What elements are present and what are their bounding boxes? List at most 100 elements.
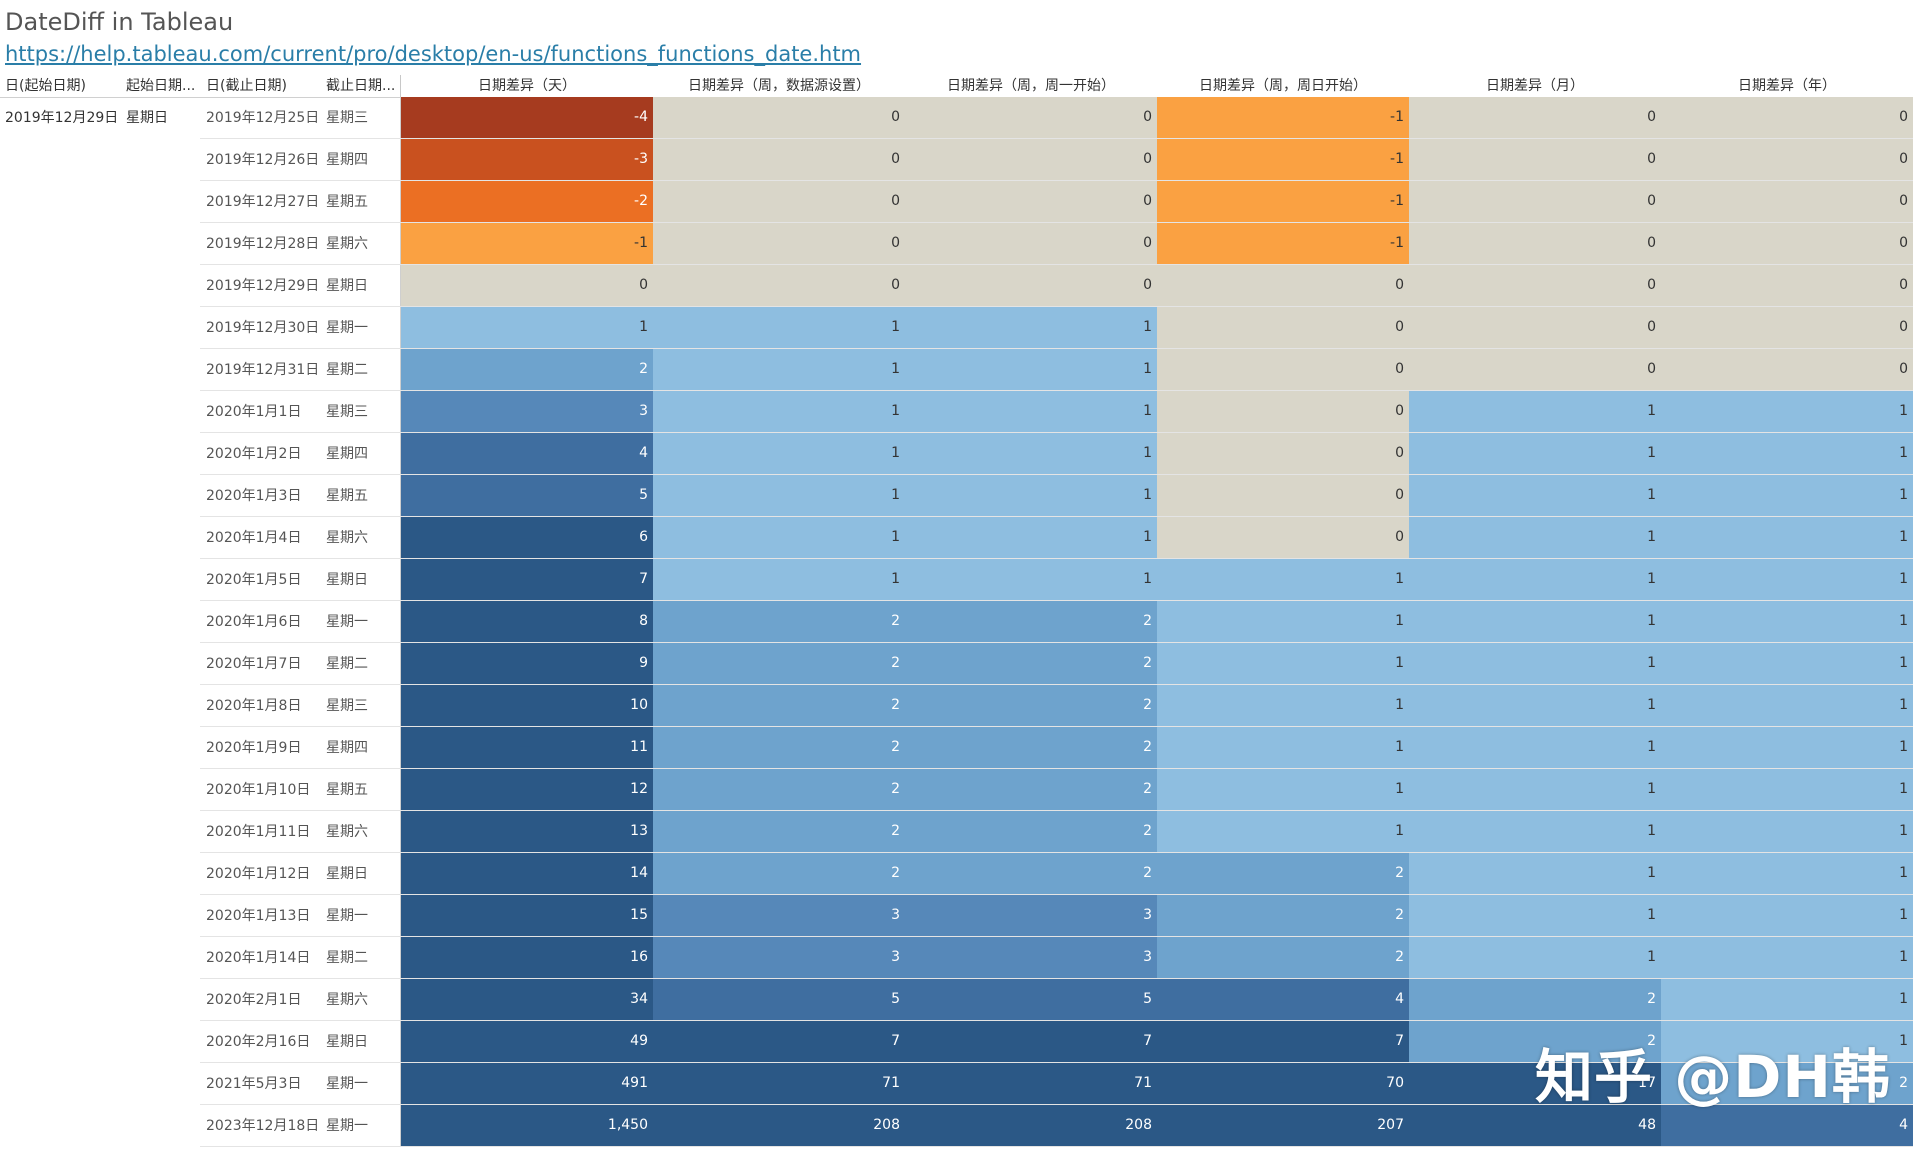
- value-cell-weeks-monday[interactable]: 0: [905, 181, 1157, 222]
- value-cell-weeks-datasource[interactable]: 5: [653, 979, 905, 1020]
- value-cell-weeks-sunday[interactable]: 1: [1157, 643, 1409, 684]
- value-cell-years[interactable]: 0: [1661, 223, 1913, 264]
- end-dow-cell[interactable]: 星期日: [326, 278, 368, 294]
- value-cell-weeks-monday[interactable]: 71: [905, 1063, 1157, 1104]
- value-cell-weeks-sunday[interactable]: 1: [1157, 559, 1409, 600]
- end-date-cell[interactable]: 2020年1月9日: [206, 740, 302, 756]
- end-date-cell[interactable]: 2020年1月4日: [206, 530, 302, 546]
- value-cell-years[interactable]: 1: [1661, 391, 1913, 432]
- end-date-cell[interactable]: 2020年1月1日: [206, 404, 302, 420]
- value-cell-weeks-monday[interactable]: 1: [905, 475, 1157, 516]
- value-cell-weeks-sunday[interactable]: 1: [1157, 685, 1409, 726]
- end-date-cell[interactable]: 2020年1月2日: [206, 446, 302, 462]
- value-cell-years[interactable]: 1: [1661, 895, 1913, 936]
- value-cell-days[interactable]: 10: [401, 685, 653, 726]
- value-cell-months[interactable]: 0: [1409, 139, 1661, 180]
- value-cell-weeks-monday[interactable]: 1: [905, 559, 1157, 600]
- value-cell-days[interactable]: 9: [401, 643, 653, 684]
- value-cell-weeks-datasource[interactable]: 1: [653, 517, 905, 558]
- value-cell-days[interactable]: 7: [401, 559, 653, 600]
- value-cell-weeks-datasource[interactable]: 208: [653, 1105, 905, 1146]
- header-days[interactable]: 日期差异（天）: [478, 78, 576, 94]
- value-cell-days[interactable]: 4: [401, 433, 653, 474]
- value-cell-weeks-datasource[interactable]: 1: [653, 349, 905, 390]
- end-date-cell[interactable]: 2020年1月7日: [206, 656, 302, 672]
- value-cell-weeks-monday[interactable]: 2: [905, 769, 1157, 810]
- value-cell-months[interactable]: 1: [1409, 769, 1661, 810]
- value-cell-weeks-datasource[interactable]: 1: [653, 433, 905, 474]
- value-cell-days[interactable]: -2: [401, 181, 653, 222]
- end-dow-cell[interactable]: 星期三: [326, 698, 368, 714]
- end-dow-cell[interactable]: 星期一: [326, 320, 368, 336]
- end-dow-cell[interactable]: 星期一: [326, 1076, 368, 1092]
- value-cell-weeks-monday[interactable]: 7: [905, 1021, 1157, 1062]
- value-cell-years[interactable]: 1: [1661, 517, 1913, 558]
- end-date-cell[interactable]: 2020年1月13日: [206, 908, 311, 924]
- value-cell-years[interactable]: 0: [1661, 97, 1913, 138]
- value-cell-days[interactable]: -3: [401, 139, 653, 180]
- end-date-cell[interactable]: 2020年1月5日: [206, 572, 302, 588]
- value-cell-months[interactable]: 0: [1409, 223, 1661, 264]
- value-cell-weeks-datasource[interactable]: 2: [653, 853, 905, 894]
- end-date-cell[interactable]: 2020年2月1日: [206, 992, 302, 1008]
- value-cell-weeks-sunday[interactable]: 2: [1157, 853, 1409, 894]
- value-cell-months[interactable]: 2: [1409, 979, 1661, 1020]
- value-cell-years[interactable]: 0: [1661, 349, 1913, 390]
- header-weeks-datasource[interactable]: 日期差异（周，数据源设置）: [688, 78, 870, 94]
- value-cell-weeks-sunday[interactable]: 4: [1157, 979, 1409, 1020]
- value-cell-days[interactable]: 49: [401, 1021, 653, 1062]
- end-date-cell[interactable]: 2020年1月14日: [206, 950, 311, 966]
- value-cell-weeks-datasource[interactable]: 1: [653, 391, 905, 432]
- value-cell-weeks-sunday[interactable]: 7: [1157, 1021, 1409, 1062]
- value-cell-months[interactable]: 1: [1409, 475, 1661, 516]
- end-date-cell[interactable]: 2020年1月11日: [206, 824, 311, 840]
- value-cell-years[interactable]: 4: [1661, 1105, 1913, 1146]
- value-cell-days[interactable]: -4: [401, 97, 653, 138]
- value-cell-weeks-monday[interactable]: 1: [905, 391, 1157, 432]
- value-cell-weeks-monday[interactable]: 2: [905, 811, 1157, 852]
- value-cell-months[interactable]: 0: [1409, 97, 1661, 138]
- value-cell-weeks-datasource[interactable]: 0: [653, 139, 905, 180]
- header-start-dow[interactable]: 起始日期...: [126, 78, 196, 94]
- value-cell-weeks-sunday[interactable]: 1: [1157, 811, 1409, 852]
- header-weeks-sunday[interactable]: 日期差异（周，周日开始）: [1199, 78, 1367, 94]
- end-dow-cell[interactable]: 星期二: [326, 950, 368, 966]
- value-cell-weeks-sunday[interactable]: -1: [1157, 139, 1409, 180]
- value-cell-months[interactable]: 1: [1409, 853, 1661, 894]
- value-cell-days[interactable]: 491: [401, 1063, 653, 1104]
- value-cell-weeks-sunday[interactable]: 207: [1157, 1105, 1409, 1146]
- value-cell-days[interactable]: 13: [401, 811, 653, 852]
- value-cell-days[interactable]: 34: [401, 979, 653, 1020]
- value-cell-weeks-monday[interactable]: 0: [905, 97, 1157, 138]
- value-cell-weeks-monday[interactable]: 2: [905, 601, 1157, 642]
- value-cell-days[interactable]: 14: [401, 853, 653, 894]
- value-cell-weeks-sunday[interactable]: 0: [1157, 475, 1409, 516]
- end-dow-cell[interactable]: 星期二: [326, 656, 368, 672]
- value-cell-days[interactable]: 6: [401, 517, 653, 558]
- value-cell-years[interactable]: 2: [1661, 1063, 1913, 1104]
- value-cell-weeks-datasource[interactable]: 2: [653, 643, 905, 684]
- end-dow-cell[interactable]: 星期三: [326, 404, 368, 420]
- end-date-cell[interactable]: 2019年12月25日: [206, 110, 320, 126]
- end-date-cell[interactable]: 2020年1月8日: [206, 698, 302, 714]
- end-date-cell[interactable]: 2020年1月3日: [206, 488, 302, 504]
- end-date-cell[interactable]: 2019年12月27日: [206, 194, 320, 210]
- value-cell-years[interactable]: 1: [1661, 601, 1913, 642]
- end-dow-cell[interactable]: 星期日: [326, 1034, 368, 1050]
- value-cell-weeks-datasource[interactable]: 1: [653, 559, 905, 600]
- value-cell-years[interactable]: 1: [1661, 853, 1913, 894]
- end-dow-cell[interactable]: 星期五: [326, 488, 368, 504]
- value-cell-days[interactable]: 5: [401, 475, 653, 516]
- value-cell-weeks-sunday[interactable]: 1: [1157, 727, 1409, 768]
- end-dow-cell[interactable]: 星期六: [326, 824, 368, 840]
- value-cell-weeks-sunday[interactable]: 0: [1157, 433, 1409, 474]
- end-dow-cell[interactable]: 星期五: [326, 782, 368, 798]
- value-cell-years[interactable]: 1: [1661, 1021, 1913, 1062]
- value-cell-days[interactable]: 8: [401, 601, 653, 642]
- tableau-docs-link[interactable]: https://help.tableau.com/current/pro/des…: [5, 42, 862, 66]
- value-cell-weeks-sunday[interactable]: 0: [1157, 265, 1409, 306]
- value-cell-months[interactable]: 0: [1409, 307, 1661, 348]
- value-cell-months[interactable]: 1: [1409, 727, 1661, 768]
- value-cell-days[interactable]: 1,450: [401, 1105, 653, 1146]
- end-date-cell[interactable]: 2023年12月18日: [206, 1118, 320, 1134]
